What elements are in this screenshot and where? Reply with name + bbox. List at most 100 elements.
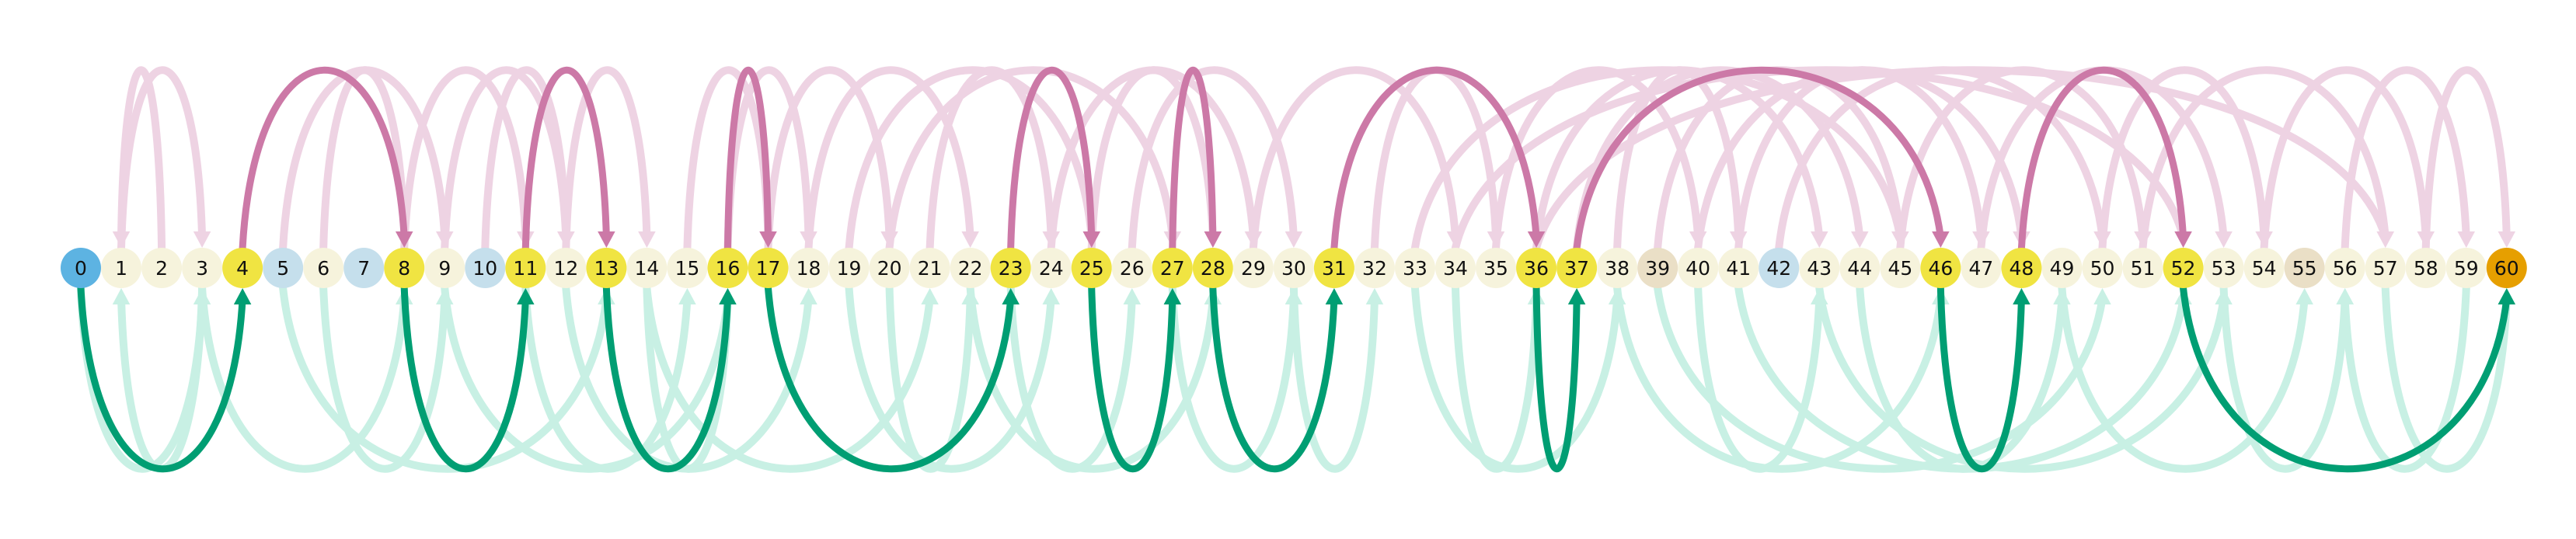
- node: 15: [667, 248, 708, 288]
- node-circle: [1152, 248, 1193, 288]
- node-label: 2: [155, 257, 168, 280]
- node-circle: [1597, 248, 1638, 288]
- node: 56: [2324, 248, 2365, 288]
- faint-edge: [1410, 66, 1909, 252]
- arrowhead: [1042, 288, 1060, 304]
- node-circle: [465, 248, 506, 288]
- node-label: 30: [1281, 257, 1306, 280]
- node-label: 52: [2171, 257, 2196, 280]
- node-circle: [1192, 248, 1233, 288]
- node-label: 43: [1807, 257, 1832, 280]
- node: 34: [1435, 248, 1476, 288]
- node: 18: [788, 248, 829, 288]
- node-label: 24: [1039, 257, 1064, 280]
- node-circle: [303, 248, 344, 288]
- node-circle: [707, 248, 748, 288]
- path-edge: [723, 66, 777, 252]
- node: 21: [909, 248, 950, 288]
- node-circle: [1556, 248, 1598, 288]
- node-circle: [2405, 248, 2446, 288]
- node: 3: [182, 248, 223, 288]
- node: 26: [1111, 248, 1152, 288]
- path-edge: [1532, 284, 1586, 473]
- node: 35: [1476, 248, 1517, 288]
- node: 22: [950, 248, 991, 288]
- node-label: 23: [999, 257, 1023, 280]
- node: 25: [1071, 248, 1112, 288]
- faint-edge: [1006, 284, 1142, 473]
- node-label: 27: [1160, 257, 1185, 280]
- node-label: 1: [115, 257, 127, 280]
- node-label: 12: [553, 257, 578, 280]
- arrowhead: [1527, 231, 1546, 248]
- node: 58: [2405, 248, 2446, 288]
- node-circle: [263, 248, 304, 288]
- node-label: 32: [1362, 257, 1387, 280]
- node: 29: [1232, 248, 1274, 288]
- path-edge: [1088, 284, 1182, 473]
- faint-edge: [804, 66, 979, 252]
- node-circle: [2041, 248, 2083, 288]
- faint-edge: [1289, 284, 1384, 473]
- node-circle: [1030, 248, 1072, 288]
- node-label: 39: [1645, 257, 1670, 280]
- node-circle: [343, 248, 385, 288]
- faint-edge: [2341, 66, 2476, 252]
- arrowhead: [678, 288, 696, 304]
- node: 7: [343, 248, 385, 288]
- node-label: 18: [797, 257, 821, 280]
- arrowhead: [638, 231, 656, 248]
- node-circle: [1071, 248, 1112, 288]
- node: 33: [1394, 248, 1435, 288]
- arrowhead: [1811, 231, 1828, 248]
- path-edge: [521, 66, 615, 252]
- faint-edge: [77, 284, 211, 473]
- node: 12: [546, 248, 587, 288]
- arrowhead: [2093, 288, 2111, 304]
- node-label: 37: [1564, 257, 1589, 280]
- path-edge: [1936, 284, 2030, 473]
- arrowhead: [517, 288, 535, 304]
- node: 38: [1597, 248, 1638, 288]
- faint-edge: [643, 284, 939, 473]
- node: 50: [2082, 248, 2123, 288]
- node-label: 51: [2131, 257, 2156, 280]
- node: 46: [1920, 248, 1961, 288]
- node-label: 57: [2373, 257, 2398, 280]
- node-circle: [1839, 248, 1881, 288]
- path-edge: [2180, 284, 2516, 473]
- arrowhead: [1002, 288, 1020, 304]
- node: 1: [101, 248, 142, 288]
- node-label: 42: [1766, 257, 1791, 280]
- node-circle: [1799, 248, 1840, 288]
- node: 11: [505, 248, 546, 288]
- node-circle: [2082, 248, 2123, 288]
- arrowhead: [1325, 288, 1344, 304]
- node: 52: [2163, 248, 2204, 288]
- path-edge: [1330, 66, 1546, 252]
- node-label: 38: [1605, 257, 1630, 280]
- arrowhead: [1365, 288, 1384, 304]
- path-edge: [765, 284, 1020, 473]
- node-circle: [1718, 248, 1759, 288]
- arrowhead: [1123, 288, 1142, 304]
- node: 37: [1556, 248, 1598, 288]
- arrowhead: [800, 288, 817, 304]
- arrowhead: [2457, 231, 2476, 248]
- node-circle: [1961, 248, 2002, 288]
- path-edge: [239, 66, 413, 252]
- node-label: 53: [2212, 257, 2236, 280]
- arrowhead: [1082, 231, 1100, 248]
- arrowhead: [759, 231, 777, 248]
- node-circle: [1516, 248, 1557, 288]
- arrowhead: [1851, 231, 1869, 248]
- node-circle: [2001, 248, 2042, 288]
- node-label: 11: [513, 257, 538, 280]
- node: 27: [1152, 248, 1193, 288]
- nodes-layer: 0 1 2 3 4 5 6 7 8 9 10 11 12 13 14 15 16 17 18 19 20 21 22 23 24…: [61, 248, 2527, 288]
- node: 53: [2203, 248, 2244, 288]
- node-label: 28: [1201, 257, 1225, 280]
- faint-edge: [112, 284, 207, 473]
- node-label: 46: [1928, 257, 1953, 280]
- node: 41: [1718, 248, 1759, 288]
